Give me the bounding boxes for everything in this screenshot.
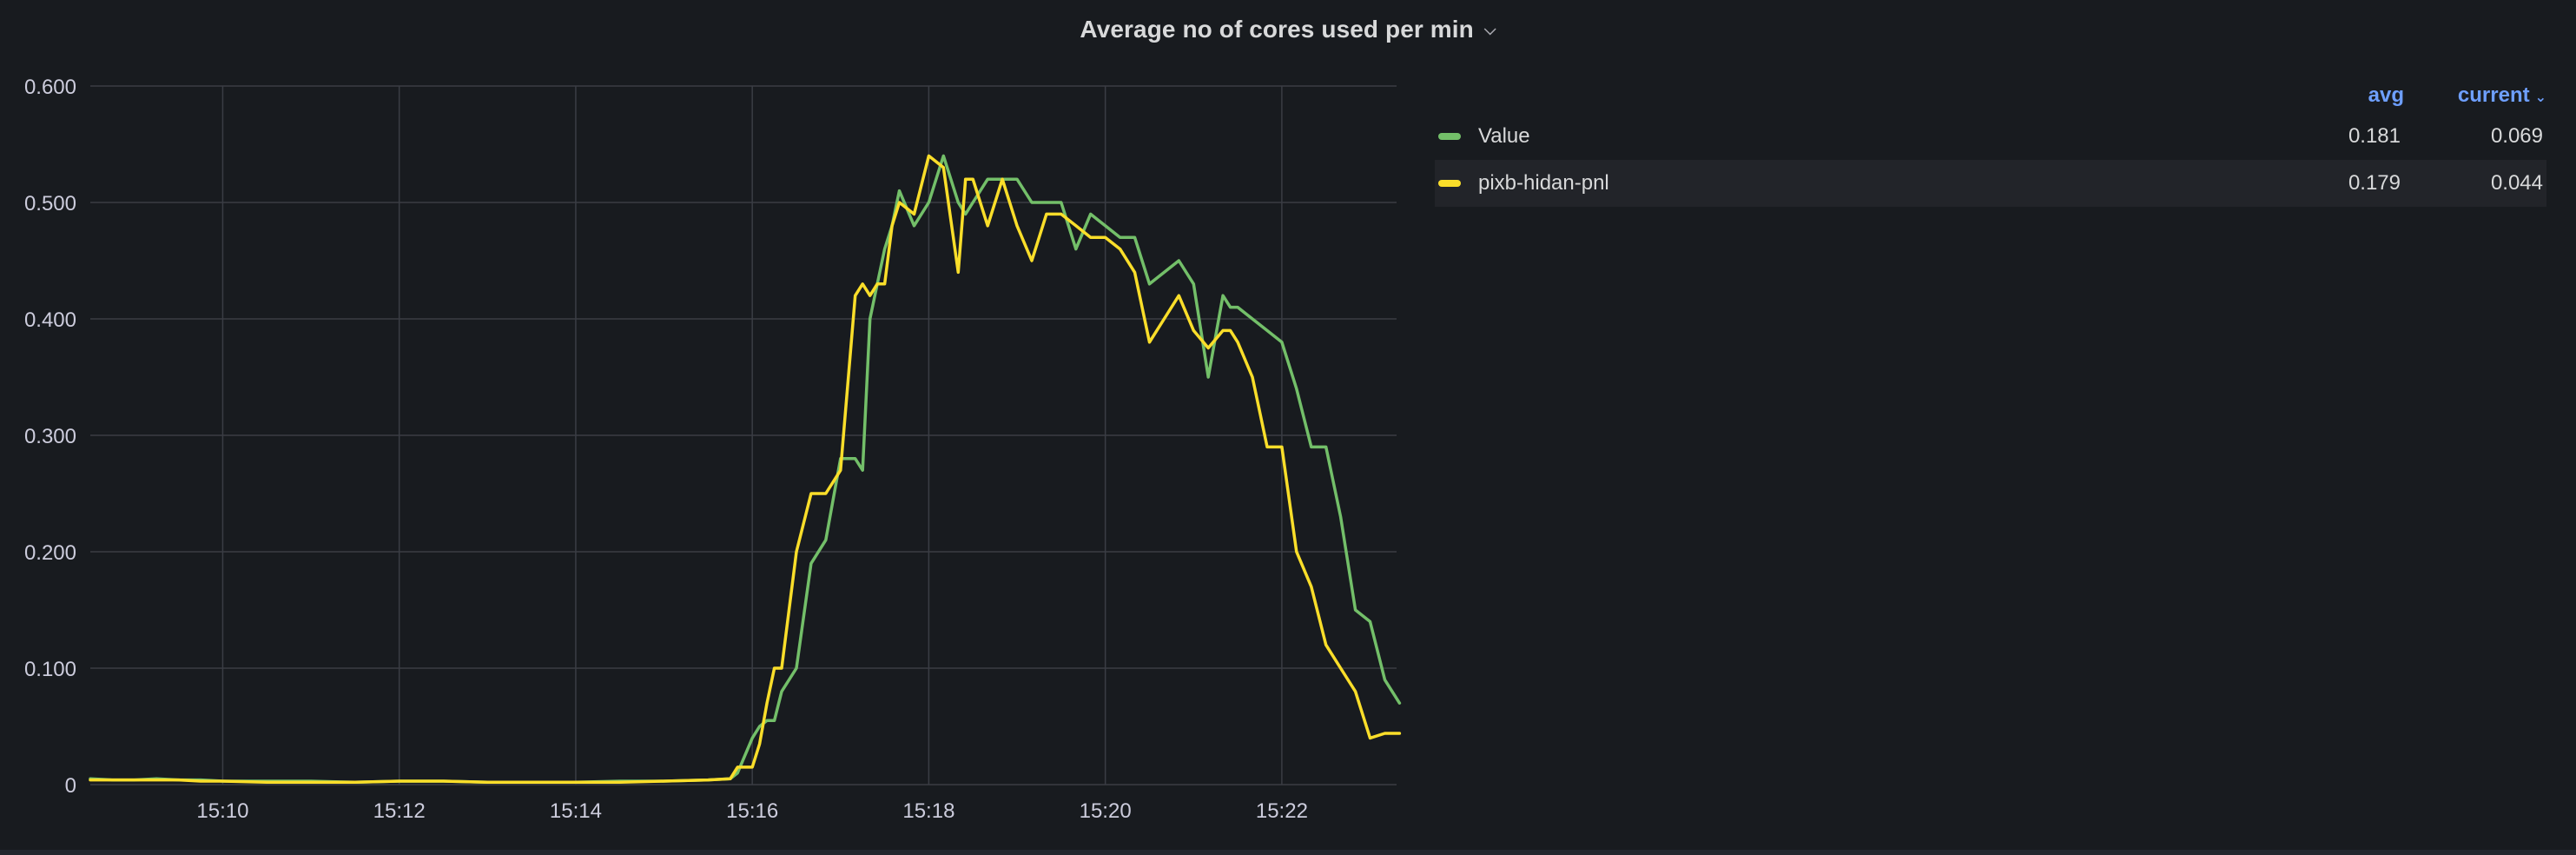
chevron-down-icon: ⌄ [2534, 90, 2546, 105]
y-tick-label: 0.200 [24, 541, 76, 565]
y-tick-label: 0 [65, 774, 76, 798]
line-chart[interactable]: 0 0.100 0.200 0.300 0.400 0.500 0.600 15:10 15:1… [0, 0, 1407, 855]
y-tick-label: 0.400 [24, 308, 76, 332]
x-tick-label: 15:20 [1080, 799, 1132, 823]
legend-row-value[interactable]: Value 0.181 0.069 [1435, 113, 2546, 160]
x-tick-label: 15:22 [1256, 799, 1308, 823]
legend-avg-value: 0.181 [2348, 124, 2401, 148]
series-line-pixb-hidan-pnl [89, 154, 1402, 785]
x-tick-label: 15:16 [726, 799, 778, 823]
legend-series-name: Value [1478, 124, 1530, 148]
x-tick-label: 15:14 [550, 799, 602, 823]
legend-header: avg current ⌄ [1435, 78, 2546, 113]
x-tick-label: 15:18 [902, 799, 954, 823]
y-tick-label: 0.500 [24, 192, 76, 215]
panel-title[interactable]: Average no of cores used per min ⌵ [0, 12, 2576, 47]
legend-current-value: 0.069 [2490, 124, 2543, 148]
series-color-swatch [1438, 133, 1461, 140]
legend-current-value: 0.044 [2490, 171, 2543, 195]
panel-title-text: Average no of cores used per min [1080, 16, 1474, 43]
y-tick-label: 0.600 [24, 76, 76, 99]
series-color-swatch [1438, 180, 1461, 187]
x-tick-label: 15:10 [196, 799, 248, 823]
y-tick-label: 0.100 [24, 658, 76, 681]
legend-avg-value: 0.179 [2348, 171, 2401, 195]
legend: avg current ⌄ Value 0.181 0.069 pixb-hida… [1435, 78, 2546, 207]
legend-col-current-label: current [2457, 83, 2530, 107]
legend-col-current[interactable]: current ⌄ [2416, 83, 2546, 108]
legend-col-avg[interactable]: avg [2368, 83, 2404, 107]
legend-series-name: pixb-hidan-pnl [1478, 171, 1609, 195]
chevron-down-icon: ⌵ [1483, 20, 1496, 38]
y-tick-label: 0.300 [24, 425, 76, 448]
legend-row-pixb-hidan-pnl[interactable]: pixb-hidan-pnl 0.179 0.044 [1435, 160, 2546, 207]
x-tick-label: 15:12 [373, 799, 426, 823]
series-line-value [89, 154, 1402, 785]
